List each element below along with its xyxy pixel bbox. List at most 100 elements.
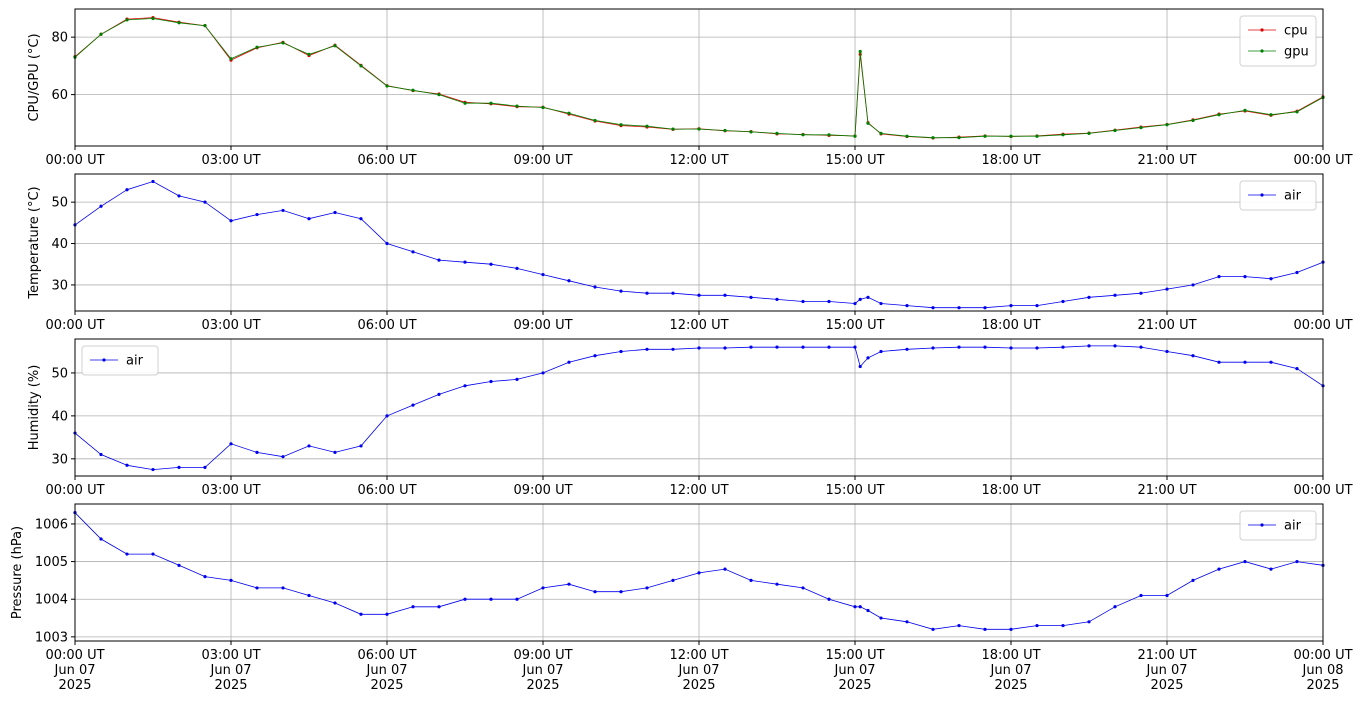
data-point (879, 131, 883, 135)
data-point (151, 552, 155, 556)
data-point (1165, 123, 1169, 127)
data-point (541, 586, 545, 590)
data-point (801, 586, 805, 590)
data-point (281, 208, 285, 213)
data-point (1217, 275, 1221, 279)
data-point (671, 347, 675, 351)
data-point (359, 64, 363, 68)
data-point (931, 306, 935, 310)
data-point (1035, 304, 1039, 308)
data-point (229, 442, 233, 446)
data-point (671, 578, 675, 583)
x-tick-label: 12:00 UT Jun 07 2025 (669, 648, 728, 693)
x-tick-label: 15:00 UT (825, 153, 884, 168)
x-tick-label: 12:00 UT (669, 483, 728, 498)
data-point (1087, 131, 1091, 135)
data-point (858, 297, 862, 302)
x-tick-label: 15:00 UT Jun 07 2025 (825, 648, 884, 693)
data-point (99, 537, 103, 541)
y-tick-label: 80 (51, 31, 68, 46)
legend-label: gpu (1284, 45, 1309, 60)
y-tick-label: 30 (51, 278, 68, 293)
x-tick-label: 21:00 UT (1137, 483, 1196, 498)
data-point (515, 266, 519, 270)
data-point (723, 293, 727, 297)
data-point (858, 364, 862, 369)
data-point (697, 571, 701, 575)
data-point (1035, 346, 1039, 350)
x-tick-label: 03:00 UT (201, 318, 260, 333)
x-tick-label: 06:00 UT (357, 153, 416, 168)
data-point (801, 299, 805, 304)
data-point (645, 347, 649, 351)
data-point (489, 262, 493, 266)
y-axis-label: Pressure (hPa) (10, 526, 25, 619)
legend-box (1239, 510, 1317, 541)
x-tick-label: 12:00 UT (669, 153, 728, 168)
data-point (879, 301, 883, 306)
data-point (515, 597, 519, 601)
data-point (1191, 283, 1195, 287)
data-point (1113, 344, 1117, 348)
data-point (1061, 623, 1065, 628)
data-point (827, 299, 831, 304)
data-point (1087, 344, 1091, 348)
data-point (99, 452, 103, 457)
x-tick-label: 18:00 UT (981, 318, 1040, 333)
data-point (281, 455, 285, 459)
data-point (255, 450, 259, 454)
data-point (1139, 345, 1143, 349)
x-tick-label: 03:00 UT (201, 483, 260, 498)
x-tick-label: 15:00 UT (825, 483, 884, 498)
data-point (723, 128, 727, 133)
data-point (858, 49, 862, 54)
data-point (1113, 605, 1117, 609)
data-point (489, 379, 493, 384)
data-point (905, 134, 909, 138)
data-point (1087, 295, 1091, 299)
data-point (801, 133, 805, 137)
x-tick-label: 03:00 UT (201, 153, 260, 168)
data-point (853, 605, 857, 609)
data-point (866, 356, 870, 360)
data-point (866, 295, 870, 299)
data-point (255, 586, 259, 590)
data-point (853, 134, 857, 138)
data-point (671, 127, 675, 131)
data-point (1087, 620, 1091, 624)
data-point (1113, 128, 1117, 133)
y-axis-label: CPU/GPU (°C) (27, 33, 42, 121)
data-point (858, 605, 862, 609)
y-tick-label: 1005 (35, 555, 68, 570)
legend-label: air (126, 354, 144, 369)
data-point (463, 384, 467, 388)
y-tick-label: 1004 (35, 593, 68, 608)
x-tick-label: 21:00 UT Jun 07 2025 (1137, 648, 1196, 693)
data-point (1243, 559, 1247, 564)
legend-label: air (1284, 519, 1302, 534)
data-point (723, 567, 727, 571)
data-point (1295, 559, 1299, 564)
data-point (307, 217, 311, 221)
x-tick-label: 18:00 UT (981, 483, 1040, 498)
legend-label: air (1284, 189, 1302, 204)
y-tick-label: 1003 (35, 630, 68, 645)
data-point (541, 272, 545, 277)
data-point (853, 345, 857, 349)
x-tick-label: 18:00 UT Jun 07 2025 (981, 648, 1040, 693)
data-point (1009, 134, 1013, 138)
data-point (619, 289, 623, 293)
data-point (1295, 270, 1299, 275)
data-point (255, 212, 259, 217)
data-point (411, 605, 415, 609)
data-point (866, 608, 870, 613)
data-point (125, 18, 129, 22)
y-axis-label: Temperature (°C) (27, 186, 42, 299)
data-point (463, 597, 467, 601)
data-point (1217, 567, 1221, 571)
data-point (931, 136, 935, 140)
data-point (125, 552, 129, 556)
data-point (307, 444, 311, 448)
x-tick-label: 00:00 UT (45, 483, 104, 498)
data-point (983, 627, 987, 631)
